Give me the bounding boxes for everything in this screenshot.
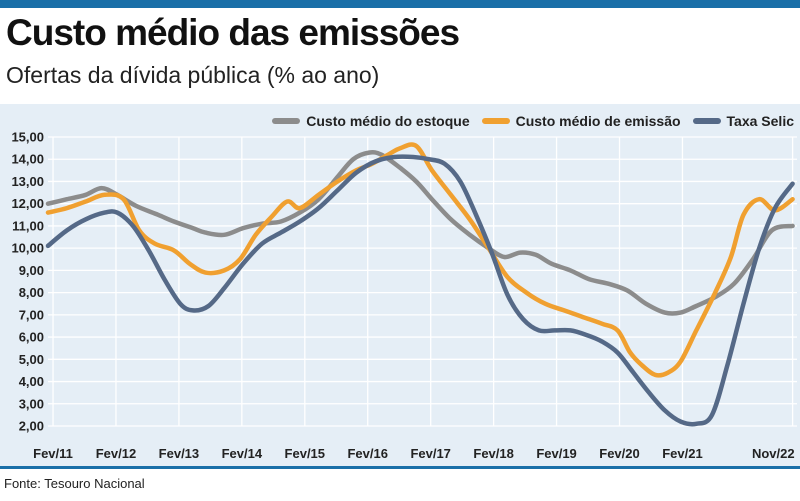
x-tick-label: Fev/12 [96,446,136,461]
x-tick-label: Fev/20 [599,446,639,461]
y-tick-label: 8,00 [19,285,44,300]
legend-swatch-selic [692,118,721,124]
x-tick-label: Fev/16 [347,446,387,461]
legend-item-selic: Taxa Selic [692,113,794,129]
x-tick-label: Fev/11 [33,446,73,461]
y-tick-label: 11,00 [12,218,44,233]
legend: Custo médio do estoque Custo médio de em… [272,110,794,132]
legend-item-estoque: Custo médio do estoque [272,113,470,129]
footer-accent-bar [0,466,800,469]
x-tick-label: Fev/14 [222,446,263,461]
series-line-estoque [45,149,795,316]
x-tick-label: Fev/21 [662,446,702,461]
y-tick-label: 4,00 [19,374,44,389]
series-line-selic [45,154,795,427]
source-note: Fonte: Tesouro Nacional [4,476,145,491]
legend-label-estoque: Custo médio do estoque [306,113,470,129]
header-accent-bar [0,0,800,8]
x-tick-label: Fev/15 [285,446,325,461]
y-tick-label: 10,00 [11,241,44,256]
x-tick-label: Fev/19 [536,446,576,461]
y-tick-label: 7,00 [19,307,44,322]
y-tick-label: 14,00 [11,152,44,167]
legend-label-emissao: Custo médio de emissão [515,113,681,129]
y-tick-label: 13,00 [11,174,44,189]
x-tick-label: Fev/17 [410,446,450,461]
chart-subtitle: Ofertas da dívida pública (% ao ano) [6,62,380,88]
legend-label-selic: Taxa Selic [726,113,794,129]
x-tick-label: Nov/22 [752,446,795,461]
legend-item-emissao: Custo médio de emissão [481,113,681,129]
x-tick-label: Fev/13 [159,446,199,461]
y-tick-label: 5,00 [19,352,44,367]
plot-panel [0,104,800,466]
x-tick-label: Fev/18 [473,446,513,461]
line-chart: 15,00 14,00 13,00 12,00 11,00 10,00 9,00 8,00 7,… [11,130,797,461]
y-tick-label: 15,00 [11,130,44,145]
y-tick-label: 2,00 [19,419,44,434]
y-tick-label: 9,00 [19,263,44,278]
y-tick-label: 6,00 [19,330,44,345]
chart-title: Custo médio das emissões [6,12,460,53]
series-line-emissao [45,142,795,378]
legend-swatch-estoque [272,118,301,124]
y-tick-label: 12,00 [11,196,44,211]
y-tick-label: 3,00 [19,396,44,411]
legend-swatch-emissao [481,118,510,124]
